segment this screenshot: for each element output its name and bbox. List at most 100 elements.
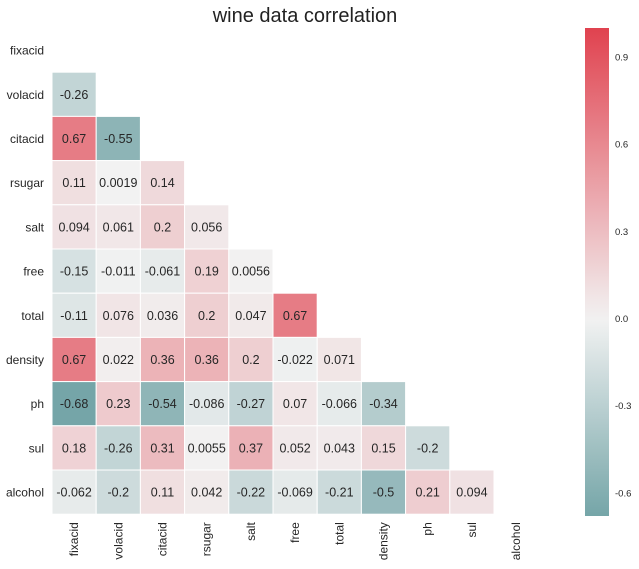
heatmap-cell-citacid-fixacid bbox=[51, 115, 97, 162]
cell-value-label: 0.15 bbox=[371, 441, 395, 455]
cell-value-label: 0.67 bbox=[283, 309, 307, 323]
heatmap-cell-sul-fixacid bbox=[51, 425, 97, 471]
cell-value-label: -0.066 bbox=[322, 397, 357, 411]
row-label-salt: salt bbox=[25, 220, 44, 234]
heatmap-cell-density-total bbox=[316, 336, 362, 383]
heatmap-cell-density-fixacid bbox=[51, 336, 97, 383]
heatmap-cell-rsugar-citacid bbox=[139, 160, 186, 206]
column-label-alcohol: alcohol bbox=[509, 522, 523, 560]
cell-value-label: -0.26 bbox=[60, 88, 89, 102]
cell-value-label: -0.34 bbox=[369, 397, 398, 411]
row-label-total: total bbox=[21, 309, 44, 323]
cell-value-label: 0.11 bbox=[62, 176, 85, 190]
cell-value-label: 0.21 bbox=[416, 486, 440, 500]
row-label-volacid: volacid bbox=[7, 88, 44, 102]
column-label-ph: ph bbox=[421, 522, 435, 535]
cell-value-label: -0.2 bbox=[108, 486, 130, 500]
heatmap-cell-free-volacid bbox=[95, 248, 141, 294]
heatmap-cell-total-salt bbox=[228, 292, 274, 338]
cell-value-label: 0.36 bbox=[195, 353, 219, 367]
heatmap-value-labels: -0.26 0.67 -0.55 0.11 0.0019 0.14 0.094 0.061 0.… bbox=[56, 88, 487, 500]
cell-value-label: 0.036 bbox=[147, 309, 178, 323]
heatmap-cell-total-rsugar bbox=[184, 292, 230, 338]
cell-value-label: -0.22 bbox=[237, 486, 266, 500]
heatmap-cell-sul-free bbox=[272, 425, 318, 471]
column-label-citacid: citacid bbox=[156, 522, 170, 556]
heatmap-cell-sul-citacid bbox=[139, 425, 186, 471]
heatmap-cell-alcohol-rsugar bbox=[184, 469, 230, 515]
cell-value-label: 0.18 bbox=[62, 441, 86, 455]
heatmap-cell-ph-citacid bbox=[139, 381, 186, 427]
row-label-sul: sul bbox=[29, 441, 44, 455]
heatmap-cell-alcohol-density bbox=[360, 469, 407, 515]
cell-value-label: 0.043 bbox=[324, 441, 355, 455]
heatmap-cells bbox=[51, 71, 495, 515]
heatmap-cell-alcohol-sul bbox=[449, 469, 495, 515]
cell-value-label: 0.2 bbox=[154, 220, 171, 234]
cell-value-label: 0.047 bbox=[235, 309, 266, 323]
heatmap-cell-ph-density bbox=[360, 381, 407, 427]
heatmap-cell-sul-ph bbox=[405, 425, 451, 471]
column-label-density: density bbox=[377, 522, 391, 560]
colorbar: 0.9 0.6 0.3 0.0 -0.3 -0.6 bbox=[585, 28, 631, 516]
heatmap-cell-free-rsugar bbox=[184, 248, 230, 294]
chart-title: wine data correlation bbox=[212, 5, 398, 27]
cell-value-label: 0.076 bbox=[103, 309, 134, 323]
cell-value-label: 0.022 bbox=[103, 353, 134, 367]
heatmap-cell-density-free bbox=[272, 336, 318, 383]
heatmap-cell-total-volacid bbox=[95, 292, 141, 338]
colorbar-tick-label: -0.6 bbox=[615, 488, 631, 499]
cell-value-label: 0.094 bbox=[456, 486, 487, 500]
row-label-density: density bbox=[6, 353, 44, 367]
row-label-free: free bbox=[23, 265, 44, 279]
row-label-fixacid: fixacid bbox=[10, 44, 44, 58]
cell-value-label: -0.022 bbox=[277, 353, 312, 367]
column-label-sul: sul bbox=[465, 522, 479, 537]
cell-value-label: 0.36 bbox=[150, 353, 174, 367]
cell-value-label: -0.68 bbox=[60, 397, 89, 411]
cell-value-label: -0.061 bbox=[145, 265, 180, 279]
cell-value-label: -0.21 bbox=[325, 486, 354, 500]
heatmap-cell-alcohol-volacid bbox=[95, 469, 141, 515]
heatmap-cell-total-fixacid bbox=[51, 292, 97, 338]
cell-value-label: -0.086 bbox=[189, 397, 224, 411]
column-label-rsugar: rsugar bbox=[200, 522, 214, 556]
cell-value-label: 0.2 bbox=[242, 353, 259, 367]
column-label-total: total bbox=[332, 522, 346, 545]
heatmap-cell-sul-total bbox=[316, 425, 362, 471]
row-label-citacid: citacid bbox=[10, 132, 44, 146]
column-label-volacid: volacid bbox=[111, 522, 125, 559]
row-label-alcohol: alcohol bbox=[6, 486, 44, 500]
cell-value-label: -0.55 bbox=[104, 132, 133, 146]
cell-value-label: 0.19 bbox=[195, 265, 219, 279]
cell-value-label: -0.27 bbox=[237, 397, 266, 411]
cell-value-label: 0.31 bbox=[150, 441, 174, 455]
cell-value-label: 0.0055 bbox=[188, 441, 226, 455]
cell-value-label: 0.0019 bbox=[99, 176, 137, 190]
cell-value-label: -0.54 bbox=[148, 397, 177, 411]
colorbar-tick-label: 0.0 bbox=[615, 314, 628, 325]
cell-value-label: 0.052 bbox=[279, 441, 310, 455]
cell-value-label: -0.062 bbox=[56, 486, 91, 500]
cell-value-label: 0.2 bbox=[198, 309, 215, 323]
heatmap-cell-total-free bbox=[272, 292, 318, 338]
cell-value-label: 0.056 bbox=[191, 220, 222, 234]
heatmap-cell-alcohol-salt bbox=[228, 469, 274, 515]
heatmap-cell-alcohol-fixacid bbox=[51, 469, 97, 515]
cell-value-label: 0.37 bbox=[239, 441, 263, 455]
cell-value-label: 0.071 bbox=[324, 353, 355, 367]
heatmap-cell-volacid-fixacid bbox=[51, 71, 97, 117]
x-axis-tick-labels: fixacid volacid citacid rsugar salt free total… bbox=[67, 522, 523, 561]
row-label-ph: ph bbox=[31, 397, 44, 411]
y-axis-tick-labels: fixacid volacid citacid rsugar salt free total… bbox=[6, 44, 45, 500]
cell-value-label: 0.0056 bbox=[232, 265, 270, 279]
heatmap-cell-salt-volacid bbox=[95, 204, 141, 250]
cell-value-label: 0.67 bbox=[62, 132, 86, 146]
heatmap-cell-alcohol-free bbox=[272, 469, 318, 515]
colorbar-gradient bbox=[585, 28, 609, 516]
cell-value-label: -0.5 bbox=[373, 486, 395, 500]
column-label-salt: salt bbox=[244, 522, 258, 541]
heatmap-cell-density-volacid bbox=[95, 336, 141, 383]
colorbar-tick-label: -0.3 bbox=[615, 401, 631, 412]
row-label-rsugar: rsugar bbox=[10, 176, 44, 190]
